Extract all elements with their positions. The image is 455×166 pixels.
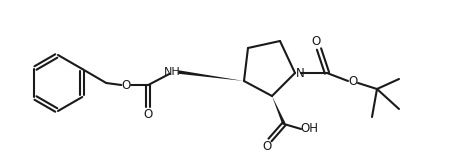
Text: O: O	[121, 79, 131, 91]
Text: O: O	[262, 140, 271, 154]
Text: N: N	[295, 67, 303, 80]
Text: O: O	[143, 108, 152, 121]
Polygon shape	[271, 96, 285, 125]
Text: O: O	[348, 75, 357, 87]
Text: O: O	[311, 35, 320, 47]
Text: NH: NH	[163, 67, 180, 77]
Text: OH: OH	[299, 123, 317, 135]
Polygon shape	[177, 70, 243, 81]
